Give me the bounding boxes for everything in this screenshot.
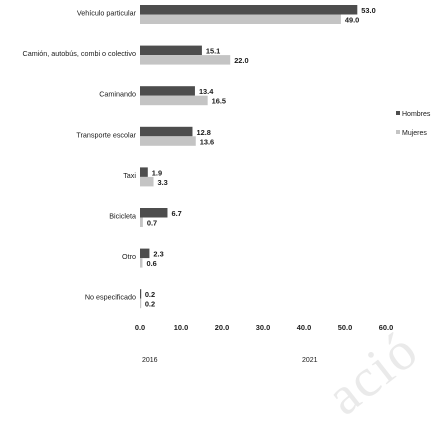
x-tick-label: 20.0 [215, 323, 229, 332]
bar-hombres [140, 45, 202, 56]
bar-hombres [140, 208, 168, 218]
value-labels: 53.049.0 15.1 22.0 13.416.5 12.813.6 1.93.3 6.… [145, 6, 376, 309]
bar-mujeres [140, 136, 196, 146]
bar-mujeres [140, 258, 143, 268]
category-label: No especificado [85, 293, 136, 302]
data-label: 0.2 [145, 290, 155, 299]
data-label: 3.3 [158, 178, 168, 187]
x-tick-label: 30.0 [256, 323, 270, 332]
category-label: Camión, autobús, combi o colectivo [23, 49, 136, 58]
bar-hombres [140, 289, 142, 299]
data-label: 6.7 [171, 209, 181, 218]
category-label: Otro [122, 252, 136, 261]
bar-hombres [140, 248, 150, 259]
x-axis-ticks: 0.0 10.0 20.0 30.0 40.0 50.0 60.0 [135, 323, 393, 332]
x-tick-label: 60.0 [379, 323, 393, 332]
legend-label-mujeres: Mujeres [402, 130, 427, 137]
category-label: Vehículo particular [77, 9, 137, 18]
bar-mujeres [140, 176, 154, 187]
category-label: Transporte escolar [76, 130, 136, 139]
data-label: 0.2 [145, 300, 155, 309]
data-label: 0.7 [147, 219, 157, 228]
x-tick-label: 40.0 [297, 323, 311, 332]
bar-hombres [140, 167, 148, 177]
x-tick-label: 50.0 [338, 323, 352, 332]
bar-mujeres [140, 14, 341, 24]
bar-mujeres [140, 55, 231, 65]
category-label: Taxi [123, 171, 136, 180]
data-label: 1.9 [152, 168, 162, 177]
bar-hombres [140, 5, 358, 15]
bar-hombres [140, 86, 195, 96]
legend-swatch-hombres [396, 111, 400, 115]
data-label: 12.8 [196, 128, 210, 137]
bar-hombres [140, 126, 193, 137]
bar-chart: Vehículo particular Camión, autobús, comb… [23, 5, 431, 364]
legend-swatch-mujeres [396, 130, 400, 134]
bar-mujeres [140, 298, 142, 309]
category-label: Caminando [99, 90, 136, 99]
data-label: 2.3 [153, 250, 163, 259]
x-tick-label: 10.0 [174, 323, 188, 332]
data-label: 15.1 [206, 47, 220, 56]
bar-mujeres [140, 217, 143, 227]
data-label: 22.0 [234, 56, 248, 65]
x-tick-label: 0.0 [135, 323, 145, 332]
bars [140, 5, 358, 309]
legend-label-hombres: Hombres [402, 111, 431, 118]
category-labels: Vehículo particular Camión, autobús, comb… [23, 9, 137, 302]
data-label: 13.4 [199, 87, 214, 96]
legend: Hombres Mujeres [396, 111, 431, 137]
data-label: 53.0 [361, 6, 375, 15]
data-label: 16.5 [212, 97, 226, 106]
bar-mujeres [140, 95, 208, 106]
data-label: 13.6 [200, 137, 214, 146]
data-label: 49.0 [345, 16, 359, 25]
footer-label-2021: 2021 [302, 357, 318, 364]
data-label: 0.6 [146, 259, 156, 268]
category-label: Bicicleta [109, 212, 136, 221]
footer-label-2016: 2016 [142, 357, 158, 364]
